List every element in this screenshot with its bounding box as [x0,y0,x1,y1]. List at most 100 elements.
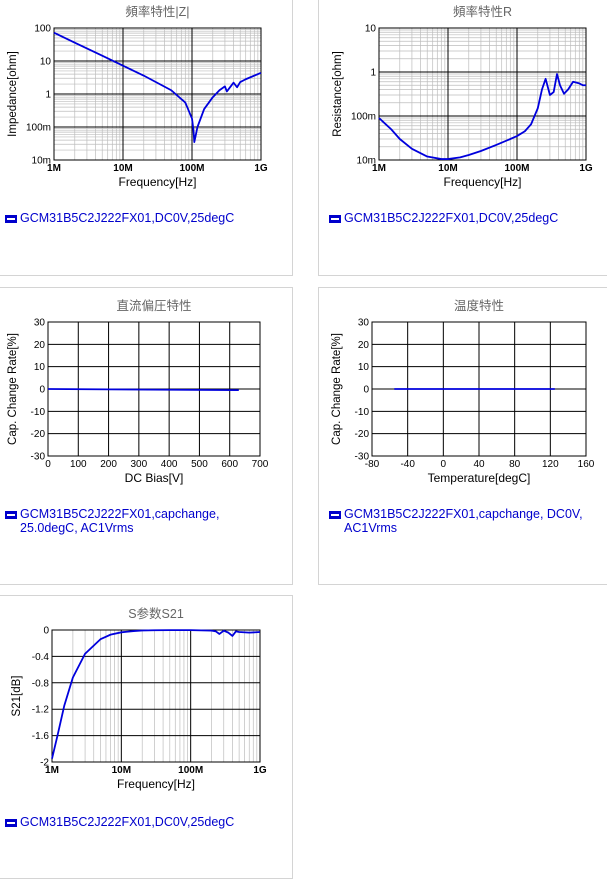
chart-title: 温度特性 [454,298,504,313]
legend-swatch-icon [5,819,17,827]
y-tick-label: 10 [358,362,370,373]
x-axis-label: Temperature[degC] [428,471,531,485]
chart-title: 頻率特性|Z| [125,4,189,19]
y-tick-label: 0 [39,385,45,396]
y-tick-label: 30 [358,318,370,329]
y-tick-label: -1.6 [32,731,50,742]
x-tick-label: 100 [70,459,87,470]
y-axis-label: Cap. Change Rate[%] [331,333,343,445]
y-tick-label: 10 [40,57,52,68]
y-tick-label: 30 [34,318,46,329]
x-tick-label: 120 [542,459,559,470]
y-tick-label: 0 [363,385,369,396]
impedance-chart: 1M 10M 100M 1G 100 10 1 100m 10m 頻率特性|Z| Frequency… [7,4,268,189]
plot-frame [53,27,262,161]
plot-area: 1M 10M 100M 1G 10 1 100m 10m 頻率特性R Frequency[Hz] R… [332,4,593,189]
plot-frame [371,321,587,457]
x-tick-label: 100M [504,163,529,174]
x-tick-label: 1G [253,765,267,776]
legend-swatch-icon [329,215,341,223]
legend-swatch-icon [5,511,17,519]
y-axis-label: S21[dB] [11,676,23,717]
plot-area: 0 100 200 300 400 500 600 7003020100-10-20-30直流… [7,298,269,485]
plot-frame [378,27,587,161]
y-tick-label: -30 [355,452,370,463]
legend-label: GCM31B5C2J222FX01,DC0V,25degC [20,815,235,829]
y-tick-label: -0.4 [32,652,50,663]
legend-swatch-icon [5,215,17,223]
y-tick-label: 20 [358,340,370,351]
y-tick-label: 10 [365,24,377,35]
x-axis-label: Frequency[Hz] [117,777,195,791]
x-tick-label: 10M [112,765,131,776]
legend-label: GCM31B5C2J222FX01,DC0V,25degC [20,211,235,225]
y-tick-label: -0.8 [32,678,50,689]
y-tick-label: -10 [31,407,46,418]
y-tick-label: -1.2 [32,705,50,716]
series-line [53,31,262,143]
x-tick-label: 1M [47,163,61,174]
x-tick-label: 0 [45,459,51,470]
x-axis-label: DC Bias[V] [125,471,184,485]
y-tick-label: 0 [43,626,49,637]
x-tick-label: 400 [161,459,178,470]
y-tick-label: 100m [26,123,51,134]
x-tick-label: 1G [254,163,268,174]
x-tick-label: 700 [252,459,269,470]
chart-panel-resistance: 1M 10M 100M 1G 10 1 100m 10m 頻率特性R Frequency[Hz] R… [318,0,607,276]
series-line [47,388,239,392]
y-tick-label: 100 [34,24,51,35]
y-axis-label: Resistance[ohm] [332,51,344,137]
y-axis-label: Impedance[ohm] [7,51,19,137]
chart-panel-s21: 1M 10M 100M 1G 0 -0.4 -0.8 -1.2 -1.6 -2 S参数S21 Freq… [0,595,293,879]
x-tick-label: 10M [438,163,457,174]
y-axis-label: Cap. Change Rate[%] [7,333,19,445]
x-tick-label: 1M [45,765,59,776]
y-tick-label: -10 [355,407,370,418]
y-tick-label: -2 [40,758,49,769]
x-tick-label: 10M [113,163,132,174]
x-tick-label: 500 [191,459,208,470]
plot-area: 1M 10M 100M 1G 100 10 1 100m 10m 頻率特性|Z| Frequency… [7,4,268,189]
dc-bias-chart: 0 100 200 300 400 500 600 7003020100-10-20-30直流… [7,298,269,485]
plot-area: 1M 10M 100M 1G 0 -0.4 -0.8 -1.2 -1.6 -2 S参数S21 Freq… [11,606,267,791]
x-tick-label: 100M [178,765,203,776]
y-tick-label: 20 [34,340,46,351]
y-tick-label: -20 [355,429,370,440]
series-line [378,73,586,160]
temperature-chart: -80 -40 0 40 80 120 160 30 20 10 0 -10 -20 -30 温度特性 Tem… [331,298,595,485]
x-tick-label: 160 [578,459,595,470]
plot-background [52,630,260,762]
x-tick-label: -80 [365,459,380,470]
legend-swatch-icon [329,511,341,519]
y-tick-label: 10 [34,362,46,373]
chart-title: 頻率特性R [453,4,512,19]
x-tick-label: 80 [509,459,521,470]
resistance-chart: 1M 10M 100M 1G 10 1 100m 10m 頻率特性R Frequency[Hz] R… [332,4,593,189]
x-tick-label: 40 [473,459,485,470]
legend-label: GCM31B5C2J222FX01,capchange, DC0V, AC1Vr… [344,507,586,535]
x-tick-label: 100M [179,163,204,174]
chart-title: 直流偏圧特性 [116,298,191,313]
y-tick-label: 1 [45,90,51,101]
x-tick-label: -40 [400,459,415,470]
x-axis-label: Frequency[Hz] [443,175,521,189]
y-tick-label: 10m [357,156,376,167]
chart-panel-dc-bias: 0 100 200 300 400 500 600 700 30 20 10 0 -10 -20 -30 直流… [0,287,293,585]
legend-label: GCM31B5C2J222FX01,DC0V,25degC [344,211,559,225]
y-tick-label: 1 [370,68,376,79]
x-tick-label: 600 [221,459,238,470]
chart-panel-temperature: -80 -40 0 40 80 120 160 30 20 10 0 -10 -20 -30 温度特性 Tem… [318,287,607,585]
y-tick-label: -20 [31,429,46,440]
y-tick-label: -30 [31,452,46,463]
legend-label: GCM31B5C2J222FX01,capchange, 25.0degC, A… [20,507,223,535]
s21-chart: 1M 10M 100M 1G 0 -0.4 -0.8 -1.2 -1.6 -2 S参数S21 Freq… [11,606,267,791]
x-tick-label: 1G [579,163,593,174]
x-axis-label: Frequency[Hz] [118,175,196,189]
series-line [51,629,261,759]
plot-area: -80 -40 0 40 80 120 160 30 20 10 0 -10 -20 -30 温度特性 Tem… [331,298,595,485]
x-tick-label: 200 [100,459,117,470]
chart-panel-impedance: 1M 10M 100M 1G 100 10 1 100m 10m 頻率特性|Z| Frequency… [0,0,293,276]
y-tick-label: 100m [351,112,376,123]
x-tick-label: 1M [372,163,386,174]
